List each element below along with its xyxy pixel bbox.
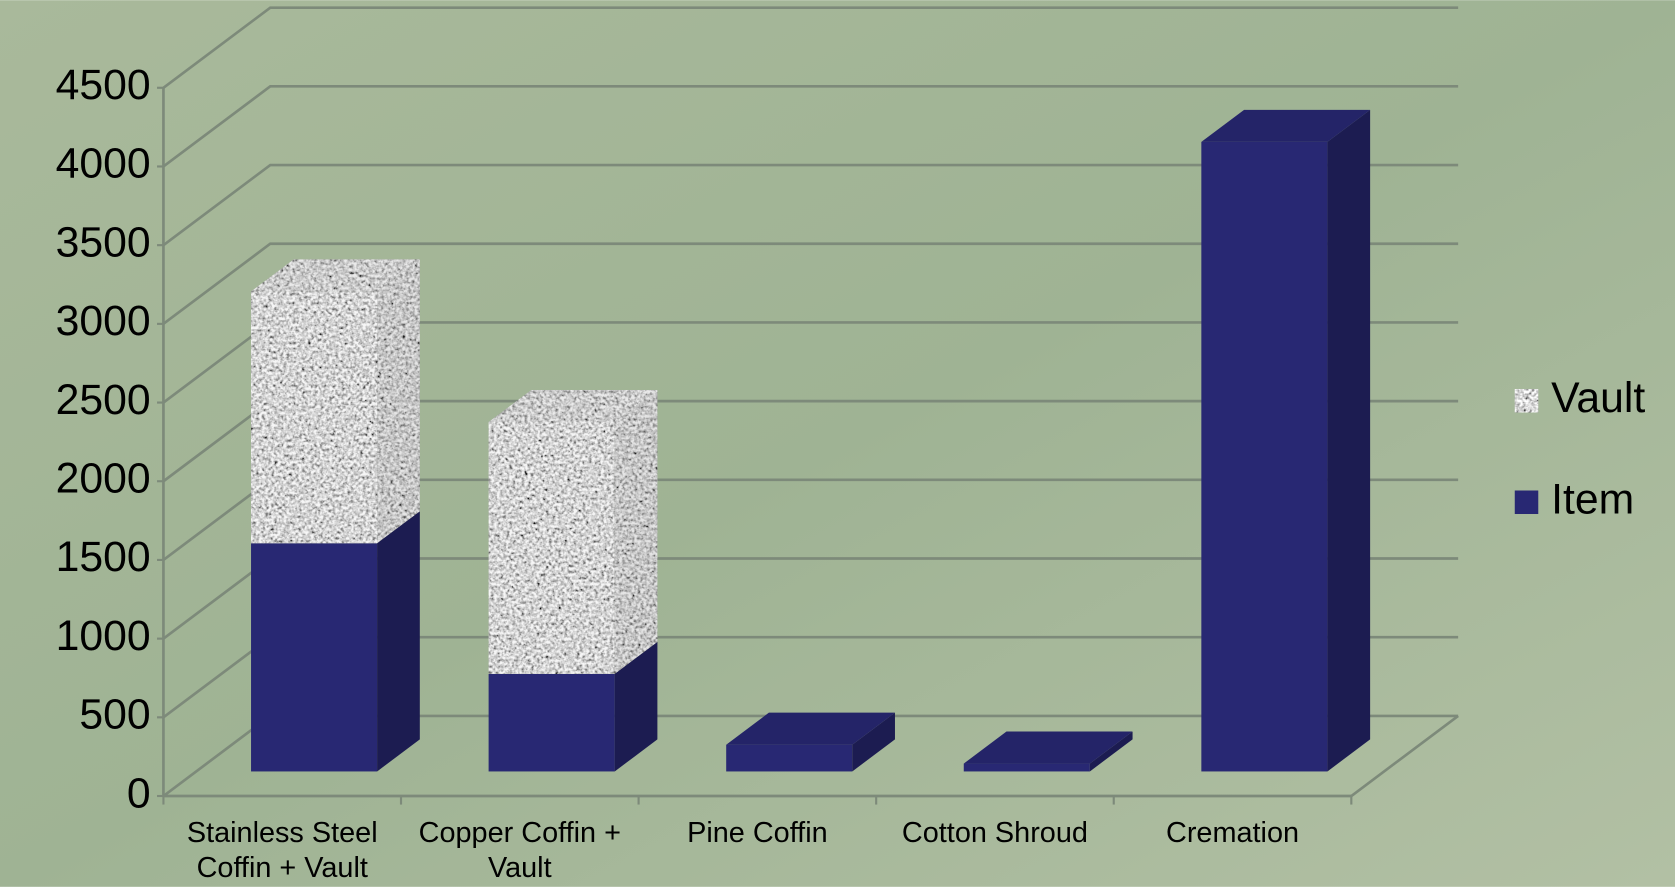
legend-label: Item [1551, 476, 1634, 524]
x-tick-label-box: Pine Coffin [687, 816, 828, 849]
bar-texture [251, 291, 378, 544]
x-tick-label-box: Stainless Steel Coffin + Vault [186, 816, 378, 884]
grid-line [162, 163, 1459, 247]
x-tick-label: Cremation [1166, 816, 1300, 849]
bar-side [852, 712, 895, 772]
x-tick-label: Cotton Shroud [901, 816, 1088, 849]
bar-front [1201, 141, 1328, 772]
floor-edge [1350, 714, 1459, 798]
grid-line [162, 85, 1459, 168]
bar-side-texture [614, 390, 658, 674]
y-tick-label: 4500 [56, 61, 151, 109]
y-tick-label: 4000 [56, 140, 151, 188]
x-tick-label-box: Cotton Shroud [901, 816, 1088, 849]
bar-front [251, 543, 378, 772]
x-tick-label-box: Copper Coffin + Vault [418, 816, 621, 884]
legend-swatch [1514, 490, 1539, 515]
x-tick-label: Stainless Steel Coffin + Vault [186, 816, 378, 884]
x-tick-label: Copper Coffin + Vault [418, 816, 621, 884]
bar-top [1201, 109, 1371, 142]
y-tick-label: 3000 [56, 297, 151, 345]
legend-swatch-texture [1514, 389, 1539, 413]
bars [251, 109, 1371, 772]
bar-side [1327, 109, 1371, 772]
y-tick-label: 500 [79, 691, 150, 739]
x-tick-label: Pine Coffin [687, 816, 828, 849]
bar-front [963, 763, 1090, 772]
y-tick-label: 3500 [56, 218, 151, 266]
bar-top-texture [251, 259, 420, 292]
bar-top [726, 712, 895, 745]
bar-side [1089, 731, 1133, 772]
bar-top [963, 731, 1133, 764]
bar-side-texture [377, 259, 420, 544]
y-tick-label: 2000 [56, 455, 151, 503]
x-tick-label-box: Cremation [1166, 816, 1300, 849]
bar-front [488, 673, 615, 772]
bar-texture [488, 422, 615, 674]
bar-side [377, 511, 420, 772]
grid-line [162, 242, 1459, 325]
bar-top-texture [488, 390, 658, 423]
grid-line [162, 6, 1459, 89]
bar-front [726, 744, 853, 772]
bar-side [614, 641, 658, 772]
y-tick-label: 2500 [56, 376, 151, 424]
y-tick-label: 1000 [56, 612, 151, 660]
y-tick-label: 0 [127, 769, 151, 817]
labels: 0 500 1000 1500 2000 2500 3000 3500 4000 4500 Stai… [56, 61, 1646, 884]
legend-label: Vault [1551, 374, 1645, 422]
y-tick-label: 1500 [56, 533, 151, 581]
